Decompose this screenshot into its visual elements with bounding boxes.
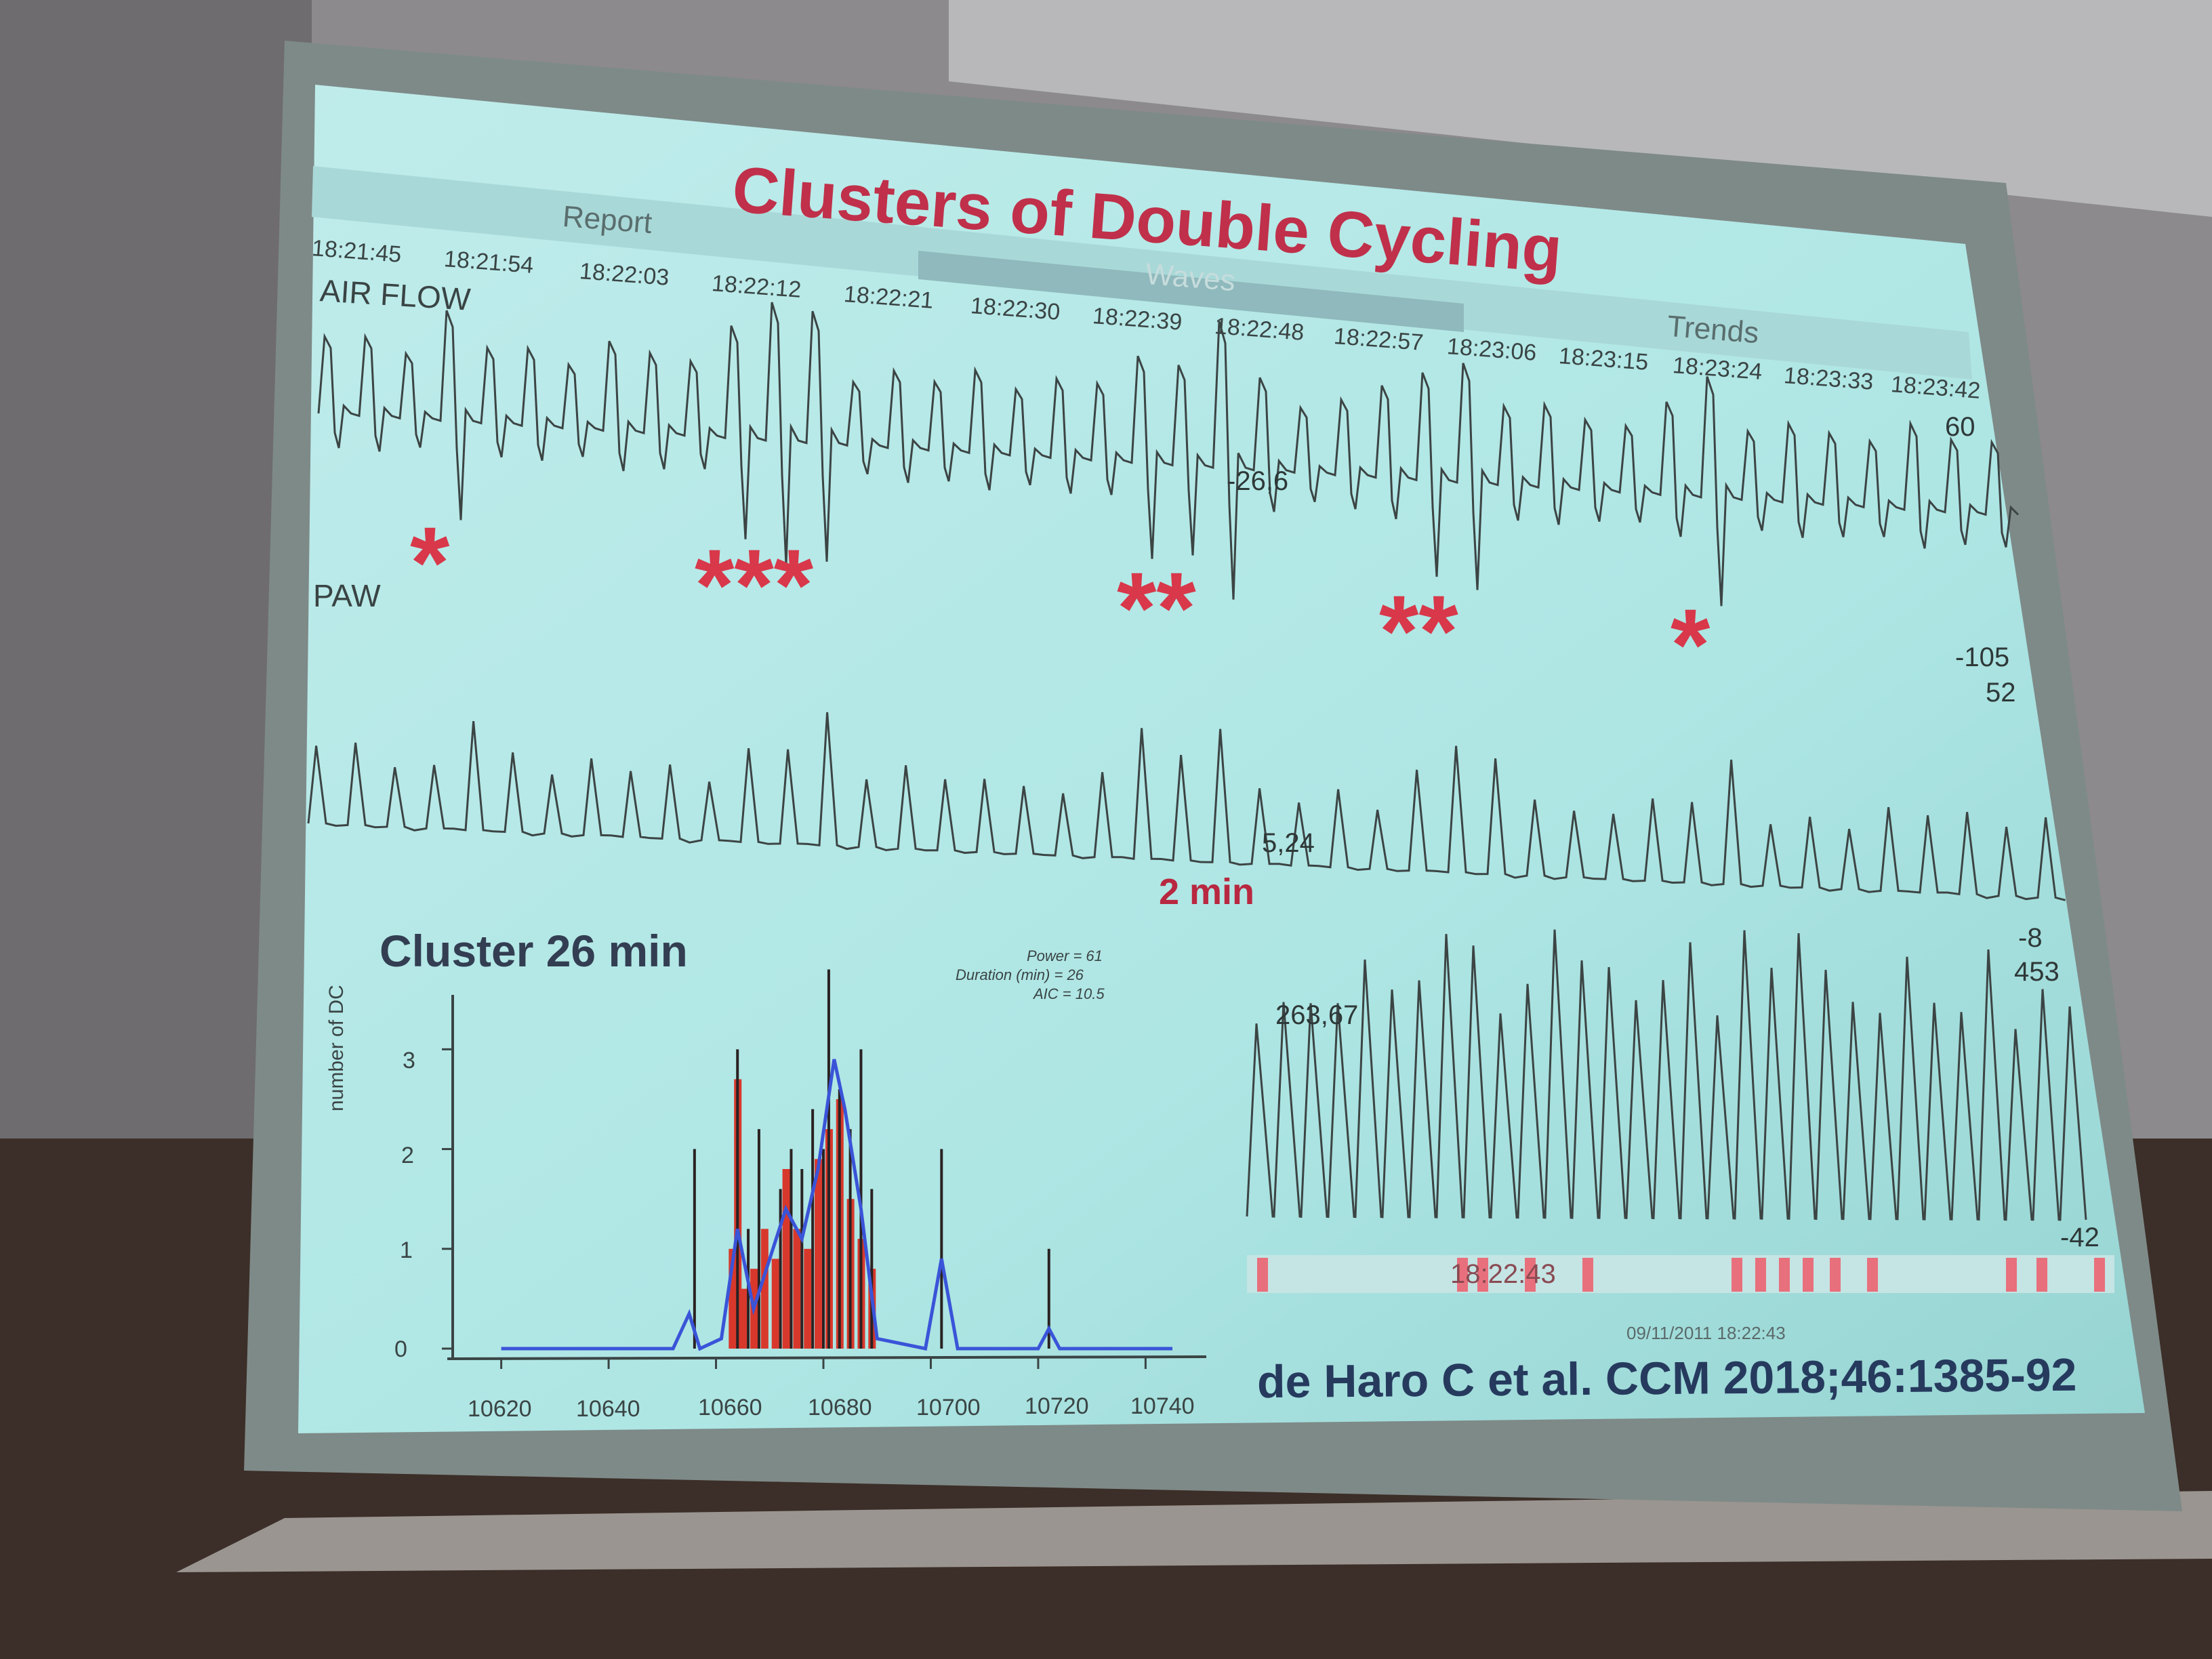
double-cycling-event-mark [1257, 1258, 1268, 1292]
x-tick-label: 10660 [698, 1395, 762, 1420]
red-bar [793, 1229, 801, 1349]
double-cycling-event-mark [1525, 1258, 1536, 1292]
fitted-curve [501, 1059, 1172, 1351]
paw-waveform [307, 712, 2066, 901]
double-cycling-event-mark [1477, 1258, 1488, 1292]
tab-trends[interactable]: Trends [1666, 309, 1761, 350]
paw-max: 52 [1986, 678, 2016, 708]
volume-min: -42 [2060, 1223, 2100, 1252]
tab-waves[interactable]: Waves [1144, 257, 1237, 298]
tab-waves-bg [918, 251, 1464, 332]
x-tick-label: 10640 [576, 1396, 640, 1422]
red-bar [804, 1248, 812, 1349]
x-tick-label: 10620 [468, 1396, 532, 1422]
double-cycling-event-mark [1779, 1258, 1790, 1292]
double-cycling-event-mark [2094, 1258, 2105, 1292]
x-tick-label: 10740 [1130, 1393, 1195, 1419]
x-tick-label: 10700 [916, 1395, 981, 1420]
red-bar [729, 1248, 737, 1349]
tab-report[interactable]: Report [561, 199, 653, 241]
histogram-duration: Duration (min) = 26 [956, 966, 1084, 983]
volume-readout: 263,67 [1275, 1000, 1359, 1030]
waveform-path [317, 302, 2020, 607]
histogram-title: Cluster 26 min [380, 926, 688, 976]
volume-footer-timestamp: 09/11/2011 18:22:43 [1626, 1323, 1786, 1343]
red-bar [815, 1159, 823, 1349]
event-bar-track [1247, 1255, 2114, 1293]
x-tick-label: 10680 [808, 1395, 872, 1420]
airflow-waveform [317, 302, 2020, 607]
double-cycling-event-bar [1247, 1255, 2114, 1293]
waveform-path [1246, 929, 2087, 1221]
y-tick-label: 3 [403, 1048, 415, 1073]
double-cycling-event-mark [1732, 1258, 1742, 1292]
red-bar [739, 1288, 747, 1349]
paw-label: PAW [313, 578, 381, 613]
airflow-max: 60 [1945, 412, 1975, 442]
histogram-y-axis-label: number of DC [325, 985, 348, 1111]
volume-waveform [1246, 929, 2087, 1221]
y-tick-label: 1 [400, 1237, 413, 1263]
red-bar [782, 1169, 790, 1349]
double-cycling-event-mark [2006, 1258, 2017, 1292]
y-tick-label: 0 [394, 1336, 407, 1362]
histogram-aic: AIC = 10.5 [1033, 985, 1105, 1002]
red-bar [760, 1229, 769, 1349]
y-tick-label: 2 [401, 1143, 414, 1168]
citation: de Haro C et al. CCM 2018;46:1385-92 [1256, 1349, 2077, 1408]
double-cycling-event-mark [1457, 1258, 1468, 1292]
red-bar [771, 1258, 779, 1349]
paw-min: -8 [2018, 923, 2043, 953]
double-cycling-marker: * [1671, 588, 1711, 701]
window-duration-caption: 2 min [1159, 872, 1255, 912]
double-cycling-marker: *** [695, 528, 814, 642]
x-axis [447, 1355, 1207, 1360]
airflow-min: -105 [1955, 642, 2010, 672]
volume-max: 453 [2014, 957, 2060, 987]
airflow-readout: -26,6 [1227, 466, 1289, 496]
x-tick-label: 10720 [1025, 1393, 1089, 1419]
double-cycling-event-mark [1830, 1258, 1841, 1292]
paw-readout: 5,24 [1262, 828, 1315, 858]
cluster-histogram [442, 969, 1207, 1369]
double-cycling-marker: * [410, 506, 450, 619]
double-cycling-event-mark [1582, 1258, 1593, 1292]
double-cycling-event-mark [1867, 1258, 1878, 1292]
event-time-label: 18:22:43 [1450, 1259, 1556, 1289]
double-cycling-marker: ** [1117, 551, 1196, 665]
double-cycling-event-mark [1803, 1258, 1814, 1292]
histogram-power: Power = 61 [1027, 947, 1103, 964]
double-cycling-event-mark [2036, 1258, 2047, 1292]
double-cycling-marker: ** [1379, 574, 1458, 688]
double-cycling-event-mark [1755, 1258, 1766, 1292]
waveform-path [307, 712, 2066, 901]
